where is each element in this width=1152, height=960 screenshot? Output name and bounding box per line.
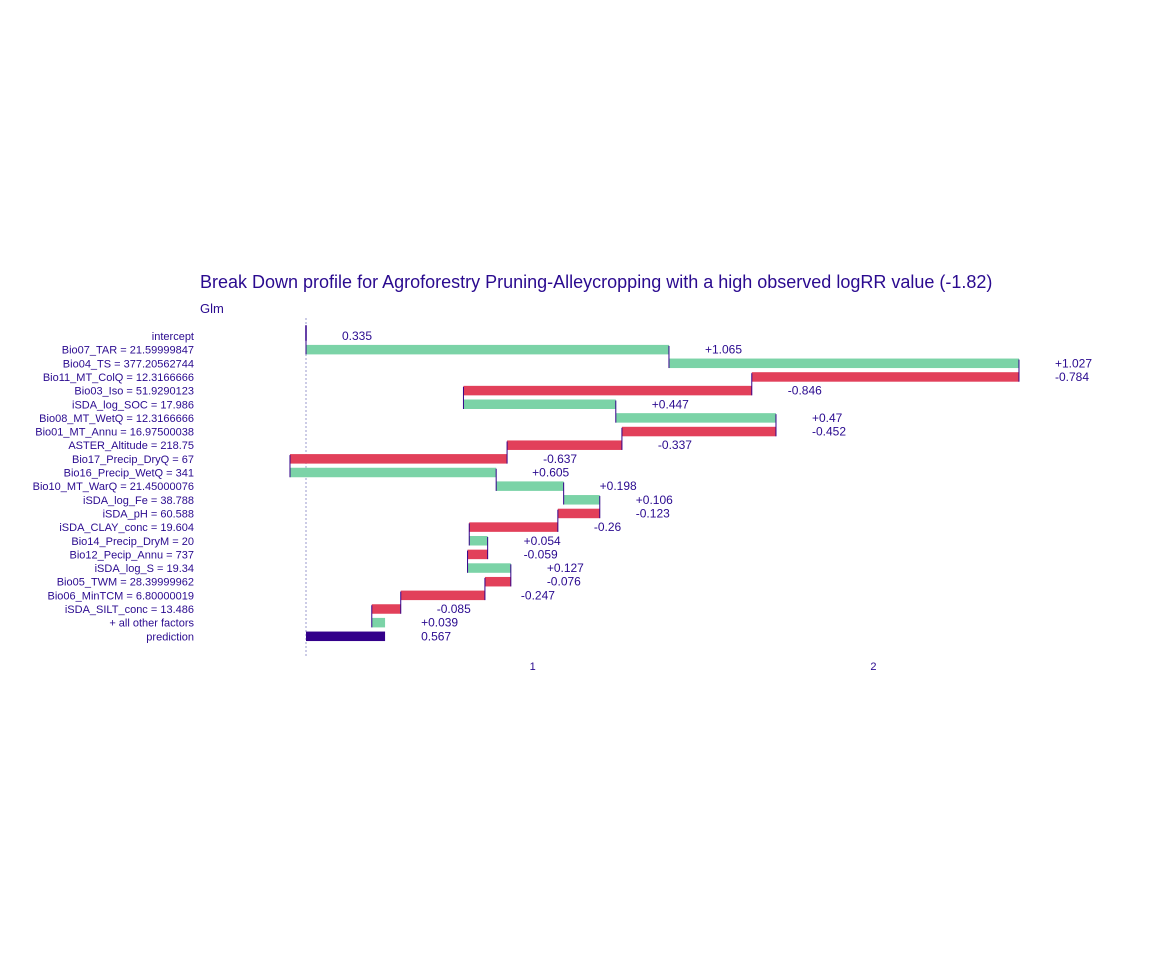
contribution-bar xyxy=(463,385,752,396)
row-label: Bio03_Iso = 51.9290123 xyxy=(74,386,194,398)
row-label: Bio05_TWM = 28.39999962 xyxy=(57,577,194,589)
value-label: +0.127 xyxy=(547,561,584,575)
value-label: +0.47 xyxy=(812,411,843,425)
chart-subtitle: Glm xyxy=(200,301,224,316)
row-label: Bio14_Precip_DryM = 20 xyxy=(71,536,194,548)
value-labels: 0.335 +1.065 +1.027-0.784 -0.846 +0.447 +0.47… xyxy=(342,329,1092,643)
row-label: Bio07_TAR = 21.59999847 xyxy=(62,345,194,357)
value-label: +0.039 xyxy=(421,616,458,630)
contribution-bar xyxy=(751,372,1019,382)
value-label: -0.784 xyxy=(1055,370,1089,384)
value-label: -0.059 xyxy=(524,547,558,561)
row-label: iSDA_CLAY_conc = 19.604 xyxy=(59,522,194,534)
contribution-bar xyxy=(557,508,600,519)
connectors-layer xyxy=(289,332,1020,628)
value-label: -0.076 xyxy=(547,575,581,589)
value-label: -0.637 xyxy=(543,452,577,466)
value-label: +0.054 xyxy=(524,534,561,548)
value-label: +1.027 xyxy=(1055,356,1092,370)
row-label: intercept xyxy=(152,331,194,343)
row-label: + all other factors xyxy=(109,618,194,630)
row-label: Bio10_MT_WarQ = 21.45000076 xyxy=(33,481,194,493)
row-label: Bio11_MT_ColQ = 12.3166666 xyxy=(43,372,194,384)
row-label: Bio17_Precip_DryQ = 67 xyxy=(72,454,194,466)
row-label: iSDA_log_Fe = 38.788 xyxy=(83,495,194,507)
value-label: +0.447 xyxy=(652,397,689,411)
row-label: Bio06_MinTCM = 6.80000019 xyxy=(48,590,194,602)
x-tick-label: 2 xyxy=(870,661,876,673)
value-label: +1.065 xyxy=(705,343,742,357)
value-label: -0.123 xyxy=(636,506,670,520)
contribution-bar xyxy=(463,399,616,409)
value-label: -0.247 xyxy=(521,588,555,602)
row-label: Bio12_Pecip_Annu = 737 xyxy=(70,549,194,561)
value-label: 0.335 xyxy=(342,329,372,343)
contribution-bar xyxy=(289,467,497,478)
contribution-bar xyxy=(563,495,600,505)
row-label: ASTER_Altitude = 218.75 xyxy=(68,440,194,452)
prediction-bar xyxy=(306,631,386,642)
contribution-bar xyxy=(469,536,488,546)
value-label: -0.452 xyxy=(812,425,846,439)
row-label: iSDA_log_SOC = 17.986 xyxy=(72,399,194,411)
value-label: -0.337 xyxy=(658,438,692,452)
row-label: Bio04_TS = 377.20562744 xyxy=(63,358,194,370)
contribution-bar xyxy=(621,426,776,437)
contribution-bar xyxy=(289,454,508,464)
contribution-bar xyxy=(467,563,511,573)
row-label: iSDA_log_S = 19.34 xyxy=(95,563,194,575)
value-label: +0.605 xyxy=(532,466,569,480)
contribution-bar xyxy=(306,344,669,355)
contribution-bar xyxy=(371,604,401,614)
bars-layer xyxy=(289,325,1019,642)
contribution-bar xyxy=(496,481,564,491)
chart-title: Break Down profile for Agroforestry Prun… xyxy=(200,272,992,292)
contribution-bar xyxy=(615,413,776,423)
value-label: 0.567 xyxy=(421,629,451,643)
contribution-bar xyxy=(469,522,558,532)
row-label: iSDA_pH = 60.588 xyxy=(103,508,194,520)
value-label: -0.26 xyxy=(594,520,622,534)
value-label: +0.198 xyxy=(600,479,637,493)
contribution-bar xyxy=(484,576,511,587)
x-tick-label: 1 xyxy=(530,661,536,673)
value-label: +0.106 xyxy=(636,493,673,507)
contribution-bar xyxy=(668,358,1019,369)
row-label: Bio08_MT_WetQ = 12.3166666 xyxy=(39,413,194,425)
row-label: iSDA_SILT_conc = 13.486 xyxy=(65,604,194,616)
row-label: Bio16_Precip_WetQ = 341 xyxy=(64,468,194,480)
contribution-bar xyxy=(371,617,386,628)
row-label: Bio01_MT_Annu = 16.97500038 xyxy=(35,427,194,439)
contribution-bar xyxy=(400,590,485,601)
row-labels: intercept Bio07_TAR = 21.59999847Bio04_TS… xyxy=(33,331,195,643)
contribution-bar xyxy=(507,440,622,450)
contribution-bar xyxy=(467,549,488,560)
value-label: -0.085 xyxy=(437,602,471,616)
value-label: -0.846 xyxy=(788,384,822,398)
row-label: prediction xyxy=(146,631,194,643)
